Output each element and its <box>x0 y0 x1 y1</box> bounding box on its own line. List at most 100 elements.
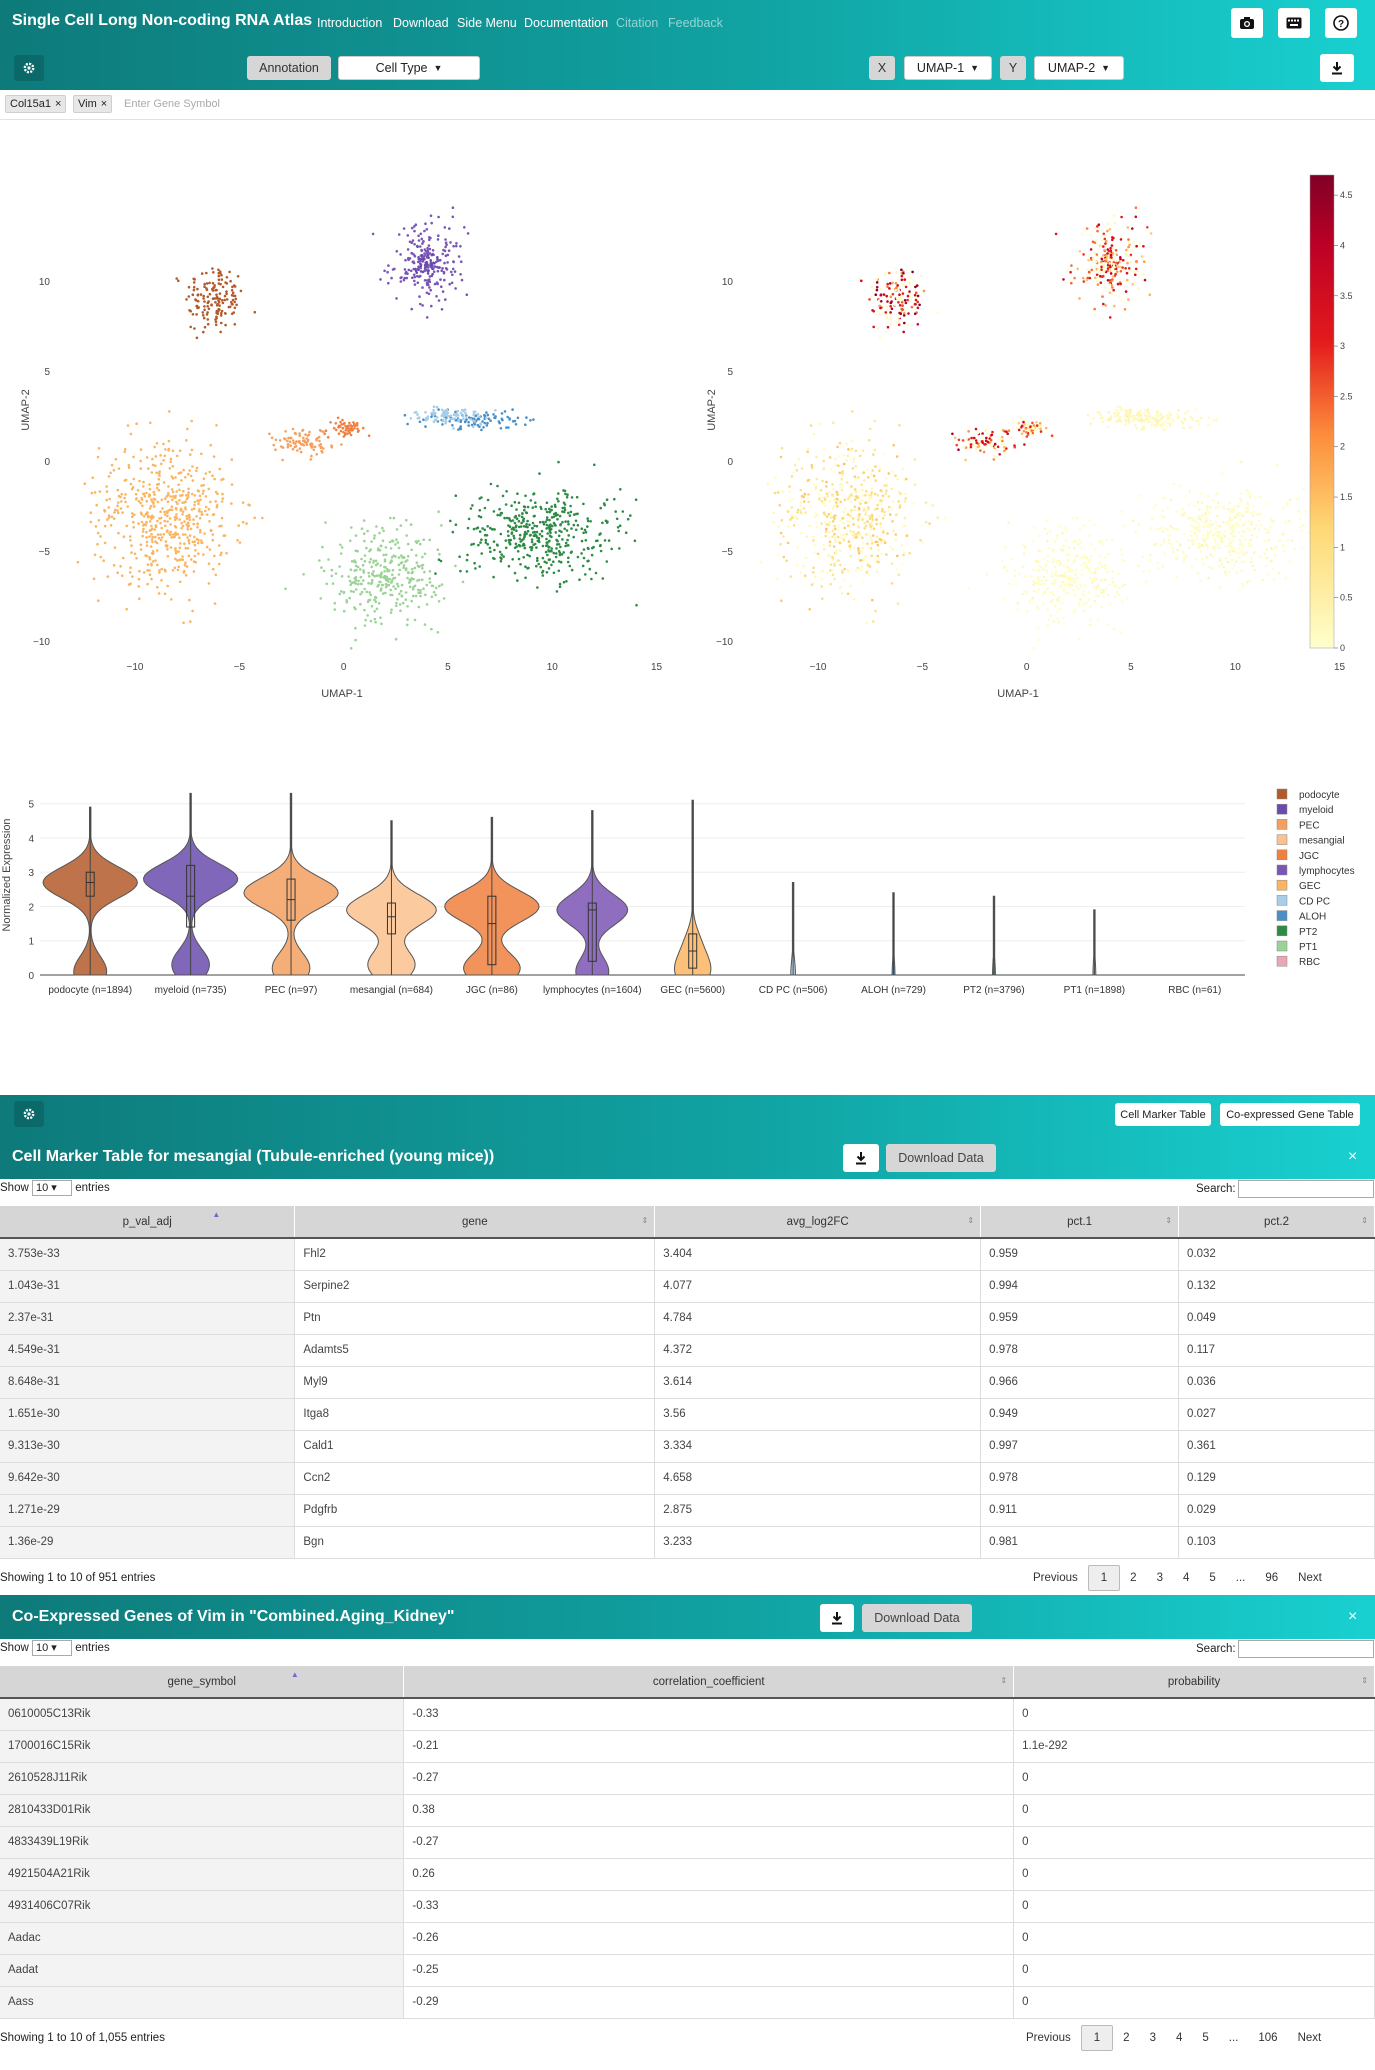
legend-label[interactable]: ALOH <box>1299 912 1326 923</box>
pagination-page[interactable]: 1 <box>1087 1565 1121 1591</box>
close-icon[interactable]: × <box>1348 1608 1358 1625</box>
legend-label[interactable]: PT2 <box>1299 927 1318 938</box>
pagination-page[interactable]: 106 <box>1258 2032 1278 2044</box>
x-axis-select[interactable]: UMAP-1 ▼ <box>904 56 992 80</box>
app-brand[interactable]: Single Cell Long Non-coding RNA Atlas <box>12 12 313 29</box>
download-icon[interactable] <box>820 1604 854 1632</box>
legend-label[interactable]: CD PC <box>1299 896 1330 907</box>
entries-select[interactable]: 10 ▾ <box>31 1180 72 1196</box>
pagination-previous[interactable]: Previous <box>1033 1572 1078 1584</box>
entries-select[interactable]: 10 ▾ <box>31 1640 72 1656</box>
table-row[interactable]: Aass -0.29 0 <box>0 1986 1375 2019</box>
pagination-page[interactable]: 2 <box>1123 2032 1130 2044</box>
legend-label[interactable]: mesangial <box>1299 836 1345 847</box>
nav-documentation[interactable]: Documentation <box>524 16 609 30</box>
umap-point <box>1289 520 1292 523</box>
sort-icon[interactable]: ⇕ <box>1361 1676 1368 1685</box>
pagination-page[interactable]: 1 <box>1080 2025 1114 2051</box>
table-row[interactable]: 4.549e-31 Adamts5 4.372 0.978 0.117 <box>0 1334 1375 1367</box>
nav-introduction[interactable]: Introduction <box>317 16 383 30</box>
table-search-input[interactable] <box>1238 1640 1374 1658</box>
camera-icon[interactable] <box>1231 8 1263 38</box>
pagination-next[interactable]: Next <box>1298 1572 1322 1584</box>
column-header-probability[interactable]: probability ⇕ <box>1013 1666 1375 1699</box>
legend-label[interactable]: lymphocytes <box>1299 866 1355 877</box>
table-row[interactable]: Aadac -0.26 0 <box>0 1922 1375 1955</box>
column-header-correlation-coefficient[interactable]: correlation_coefficient ⇕ <box>403 1666 1015 1699</box>
pagination-previous[interactable]: Previous <box>1026 2032 1071 2044</box>
table-search-input[interactable] <box>1238 1180 1374 1198</box>
gear-icon[interactable] <box>14 1101 44 1127</box>
sort-icon[interactable]: ⇕ <box>641 1216 649 1225</box>
legend-label[interactable]: PEC <box>1299 820 1320 831</box>
pagination-page[interactable]: 4 <box>1175 2032 1183 2044</box>
table-row[interactable]: 2610528J11Rik -0.27 0 <box>0 1762 1375 1795</box>
pagination-page[interactable]: 5 <box>1209 1572 1216 1584</box>
legend-label[interactable]: RBC <box>1299 957 1320 968</box>
table-row[interactable]: 1.043e-31 Serpine2 4.077 0.994 0.132 <box>0 1270 1375 1303</box>
pagination-page[interactable]: 2 <box>1130 1572 1137 1584</box>
table-row[interactable]: 4931406C07Rik -0.33 0 <box>0 1890 1375 1923</box>
sort-icon[interactable]: ⇕ <box>1165 1216 1173 1225</box>
table-row[interactable]: 1700016C15Rik -0.21 1.1e-292 <box>0 1730 1375 1763</box>
annotation-button[interactable]: Annotation <box>247 56 331 80</box>
gear-icon[interactable] <box>14 55 44 81</box>
table-row[interactable]: 8.648e-31 Myl9 3.614 0.966 0.036 <box>0 1366 1375 1399</box>
coexpressed-gene-table-button[interactable]: Co-expressed Gene Table <box>1220 1103 1360 1126</box>
close-icon[interactable]: × <box>1348 1148 1358 1165</box>
gene-chip[interactable]: Col15a1 × <box>5 95 67 113</box>
column-header-gene-symbol[interactable]: gene_symbol ▲ <box>0 1666 405 1699</box>
table-row[interactable]: 9.313e-30 Cald1 3.334 0.997 0.361 <box>0 1430 1375 1463</box>
table-row[interactable]: 2810433D01Rik 0.38 0 <box>0 1794 1375 1827</box>
table-row[interactable]: 1.36e-29 Bgn 3.233 0.981 0.103 <box>0 1526 1375 1559</box>
legend-label[interactable]: podocyte <box>1299 790 1340 801</box>
keyboard-icon[interactable] <box>1278 8 1310 38</box>
legend-label[interactable]: myeloid <box>1299 805 1333 816</box>
nav-side-menu[interactable]: Side Menu <box>457 16 517 30</box>
download-data-button[interactable]: Download Data <box>886 1144 996 1172</box>
legend-label[interactable]: PT1 <box>1299 942 1318 953</box>
pagination-page[interactable]: 3 <box>1149 2032 1156 2044</box>
pagination-page[interactable]: 5 <box>1202 2032 1209 2044</box>
download-data-button[interactable]: Download Data <box>862 1604 972 1632</box>
cell-marker-table-button[interactable]: Cell Marker Table <box>1115 1103 1211 1126</box>
table-row[interactable]: 1.271e-29 Pdgfrb 2.875 0.911 0.029 <box>0 1494 1375 1527</box>
table-row[interactable]: 4833439L19Rik -0.27 0 <box>0 1826 1375 1859</box>
table-row[interactable]: 0610005C13Rik -0.33 0 <box>0 1698 1375 1731</box>
gene-chip[interactable]: Vim × <box>73 95 113 113</box>
gene-search-input[interactable]: Enter Gene Symbol <box>124 98 220 110</box>
column-header-p-val-adj[interactable]: p_val_adj ▲ <box>0 1206 296 1239</box>
pagination-page[interactable]: 96 <box>1265 1572 1279 1584</box>
sort-asc-icon[interactable]: ▲ <box>290 1670 299 1679</box>
pagination-page[interactable]: 3 <box>1156 1572 1163 1584</box>
y-axis-select[interactable]: UMAP-2 ▼ <box>1034 56 1124 80</box>
download-icon[interactable] <box>1320 54 1354 82</box>
nav-download[interactable]: Download <box>393 16 449 30</box>
sort-asc-icon[interactable]: ▲ <box>212 1210 221 1219</box>
legend-label[interactable]: JGC <box>1299 851 1319 862</box>
table-row[interactable]: 9.642e-30 Ccn2 4.658 0.978 0.129 <box>0 1462 1375 1495</box>
close-icon[interactable]: × <box>54 98 62 110</box>
sort-icon[interactable]: ⇕ <box>967 1216 975 1225</box>
column-header-pct-2[interactable]: pct.2 ⇕ <box>1178 1206 1375 1239</box>
legend-label[interactable]: GEC <box>1299 881 1321 892</box>
table-row[interactable]: 3.753e-33 Fhl2 3.404 0.959 0.032 <box>0 1238 1375 1271</box>
table-row[interactable]: 4921504A21Rik 0.26 0 <box>0 1858 1375 1891</box>
pagination-next[interactable]: Next <box>1297 2032 1322 2044</box>
help-icon[interactable]: ? <box>1325 8 1357 38</box>
table-row[interactable]: Aadat -0.25 0 <box>0 1954 1375 1987</box>
sort-icon[interactable]: ⇕ <box>1000 1676 1008 1685</box>
table-row[interactable]: 2.37e-31 Ptn 4.784 0.959 0.049 <box>0 1302 1375 1335</box>
close-icon[interactable]: × <box>100 98 108 110</box>
cell-type-select[interactable]: Cell Type ▼ <box>338 56 480 80</box>
column-header-avg-log2fc[interactable]: avg_log2FC ⇕ <box>654 1206 982 1239</box>
sort-icon[interactable]: ⇕ <box>1361 1216 1368 1225</box>
column-header-gene[interactable]: gene ⇕ <box>294 1206 656 1239</box>
column-header-pct-1[interactable]: pct.1 ⇕ <box>980 1206 1180 1239</box>
pagination-page[interactable]: 4 <box>1182 1572 1190 1584</box>
table-row[interactable]: 1.651e-30 Itga8 3.56 0.949 0.027 <box>0 1398 1375 1431</box>
download-icon[interactable] <box>843 1144 879 1172</box>
